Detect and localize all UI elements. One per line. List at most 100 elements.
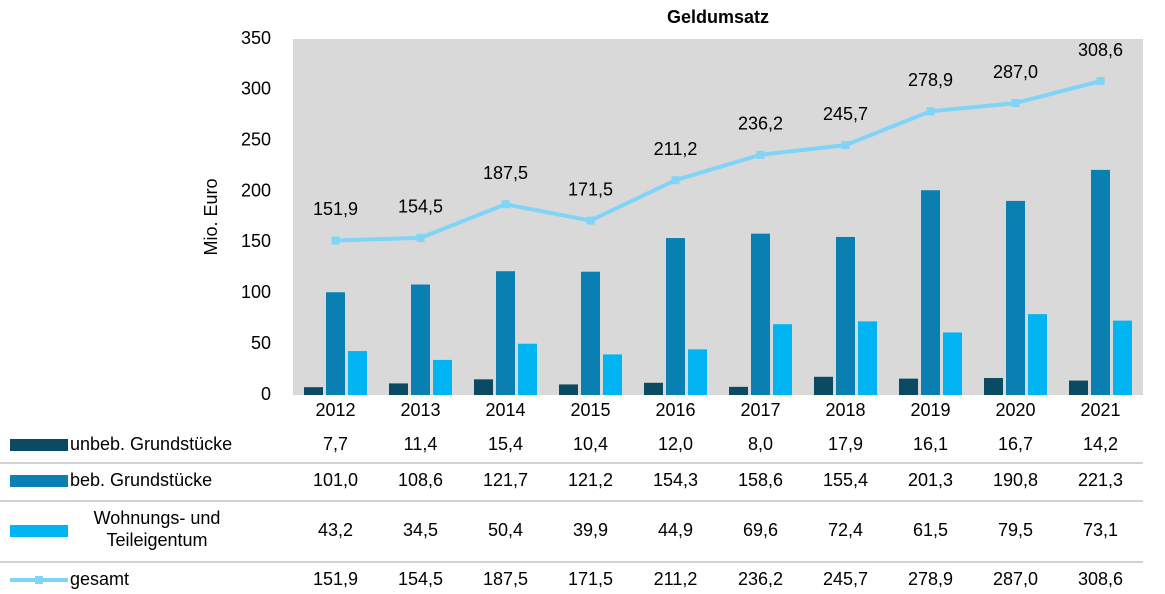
table-cell: 50,4 — [488, 520, 523, 540]
table-cell: 16,1 — [913, 434, 948, 454]
x-tick-label: 2015 — [570, 400, 610, 420]
bar — [559, 384, 578, 395]
line-marker — [1096, 77, 1105, 86]
bar — [729, 386, 748, 395]
table-cell: 44,9 — [658, 520, 693, 540]
bar — [304, 387, 323, 395]
table-cell: 10,4 — [573, 434, 608, 454]
bar — [474, 379, 493, 395]
bar — [814, 376, 833, 395]
x-tick-label: 2016 — [655, 400, 695, 420]
table-cell: 154,3 — [653, 470, 698, 490]
bar — [1006, 200, 1025, 395]
y-tick-label: 100 — [241, 282, 271, 302]
bar — [496, 271, 515, 395]
plot-area — [293, 39, 1143, 395]
legend-label-box: Wohnungs- und Teileigentum — [93, 508, 221, 550]
bar — [899, 378, 918, 395]
data-label: 236,2 — [738, 114, 783, 134]
table-cell: 211,2 — [654, 569, 698, 589]
line-marker — [586, 216, 595, 225]
bar — [1028, 314, 1047, 395]
bar — [1091, 169, 1110, 395]
table-cell: 72,4 — [828, 520, 863, 540]
line-marker — [1011, 99, 1020, 108]
bar — [518, 343, 537, 395]
x-tick-label: 2019 — [910, 400, 950, 420]
table-cell: 73,1 — [1083, 520, 1118, 540]
bar — [943, 332, 962, 395]
chart-title: Geldumsatz — [667, 7, 769, 27]
y-tick-label: 250 — [241, 129, 271, 149]
data-label: 151,9 — [313, 199, 358, 219]
table-cell: 236,2 — [738, 569, 783, 589]
bar — [581, 271, 600, 395]
table-cell: 101,0 — [313, 470, 358, 490]
table-cell: 308,6 — [1078, 569, 1123, 589]
x-tick-label: 2020 — [995, 400, 1035, 420]
legend-key — [10, 475, 68, 487]
table-cell: 14,2 — [1083, 434, 1118, 454]
legend-key — [35, 576, 43, 584]
legend-key — [10, 439, 68, 451]
line-marker — [926, 107, 935, 116]
line-marker — [501, 200, 510, 209]
bar — [751, 233, 770, 395]
table-cell: 108,6 — [398, 470, 443, 490]
bar — [1113, 320, 1132, 395]
data-label: 308,6 — [1078, 40, 1123, 60]
table-cell: 61,5 — [913, 520, 948, 540]
bar — [666, 238, 685, 395]
line — [335, 79, 1102, 243]
legend-label: gesamt — [70, 569, 129, 589]
x-tick-label: 2012 — [315, 400, 355, 420]
bar — [348, 351, 367, 395]
x-tick-label: 2021 — [1080, 400, 1120, 420]
bar — [1069, 380, 1088, 395]
bar — [603, 354, 622, 395]
table-cell: 69,6 — [743, 520, 778, 540]
table-cell: 16,7 — [998, 434, 1033, 454]
table-cell: 190,8 — [993, 470, 1038, 490]
table-cell: 8,0 — [748, 434, 773, 454]
x-tick-label: 2013 — [400, 400, 440, 420]
table-cell: 287,0 — [993, 569, 1038, 589]
data-label: 171,5 — [568, 179, 613, 199]
x-tick-label: 2018 — [825, 400, 865, 420]
data-label: 245,7 — [823, 104, 868, 124]
y-tick-label: 200 — [241, 180, 271, 200]
data-label: 154,5 — [398, 197, 443, 217]
table-cell: 7,7 — [323, 434, 348, 454]
table-cell: 151,9 — [313, 569, 358, 589]
data-label: 211,2 — [654, 139, 698, 159]
y-tick-label: 50 — [251, 333, 271, 353]
y-axis-title: Mio. Euro — [201, 178, 221, 255]
table-cell: 15,4 — [488, 434, 523, 454]
table-cell: 278,9 — [908, 569, 953, 589]
bar — [984, 378, 1003, 395]
table-cell: 154,5 — [398, 569, 443, 589]
data-label: 278,9 — [908, 70, 953, 90]
legend-label: unbeb. Grundstücke — [70, 434, 232, 454]
x-tick-label: 2014 — [485, 400, 525, 420]
data-label: 287,0 — [993, 62, 1038, 82]
line-marker — [841, 141, 850, 150]
bar — [858, 321, 877, 395]
table-cell: 11,4 — [404, 434, 438, 454]
bar — [411, 284, 430, 395]
table-cell: 187,5 — [483, 569, 528, 589]
x-tick-label: 2017 — [740, 400, 780, 420]
table-cell: 79,5 — [998, 520, 1033, 540]
line-marker — [671, 176, 680, 185]
line-marker — [416, 233, 425, 242]
line-marker — [756, 150, 765, 159]
data-label: 187,5 — [483, 163, 528, 183]
bar — [688, 349, 707, 395]
legend-key — [10, 525, 68, 537]
table-cell: 121,7 — [483, 470, 528, 490]
legend-label: Wohnungs- und Teileigentum — [93, 508, 221, 550]
table-cell: 171,5 — [568, 569, 613, 589]
y-tick-label: 350 — [241, 28, 271, 48]
bar — [644, 382, 663, 395]
